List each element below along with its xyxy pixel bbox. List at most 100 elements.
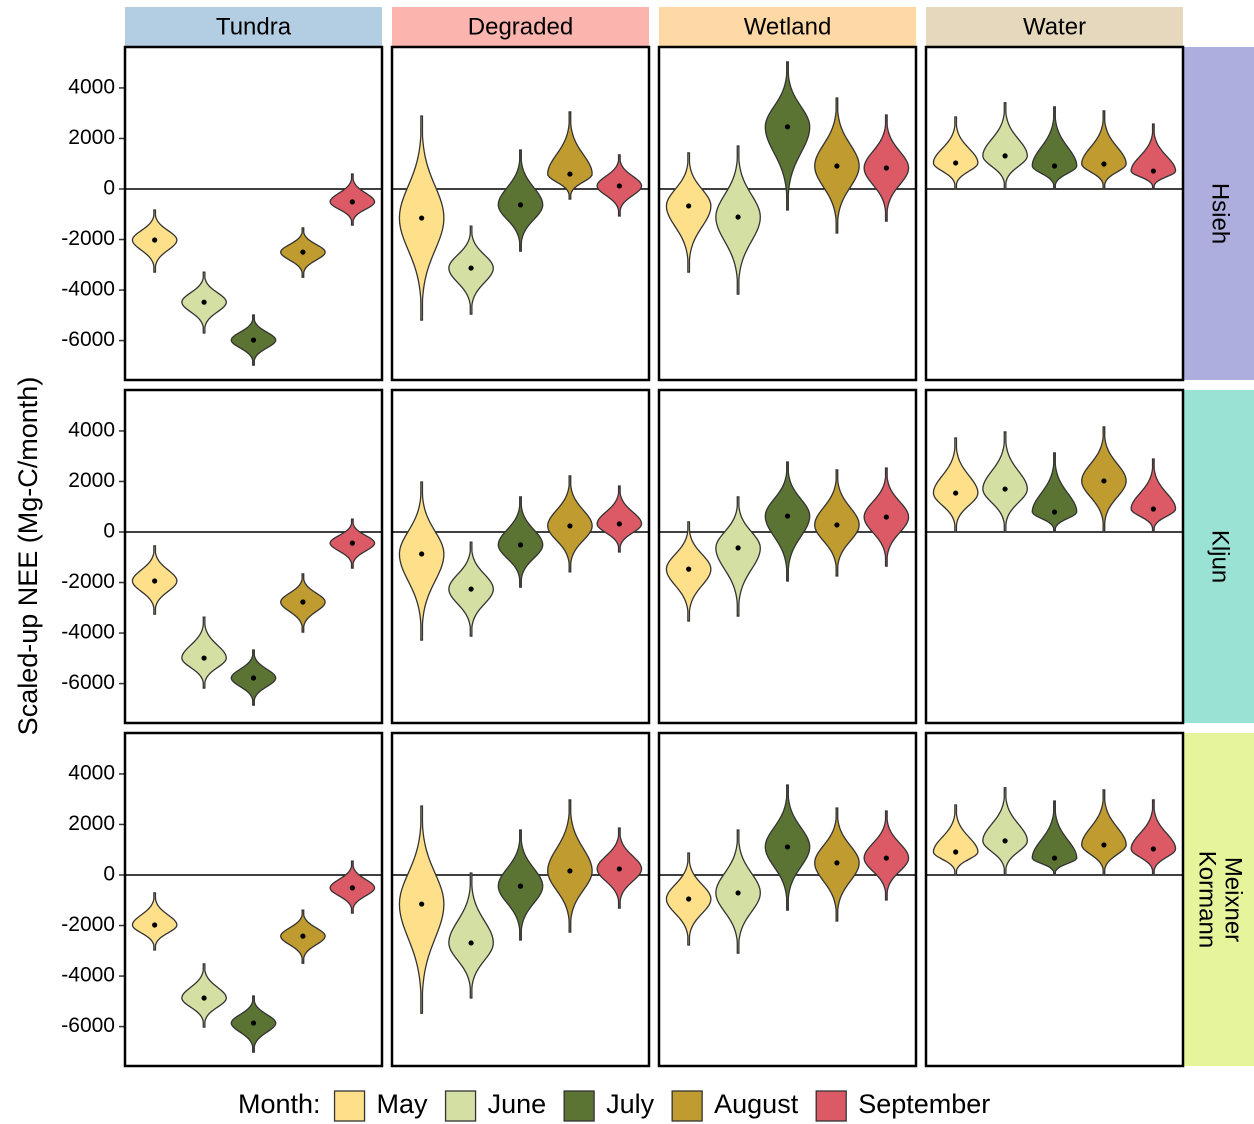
median-dot	[250, 1020, 257, 1026]
panel-border	[924, 731, 1185, 1068]
legend-label: July	[606, 1089, 655, 1119]
median-dot	[1051, 855, 1058, 861]
y-tick-label: -4000	[61, 621, 115, 644]
violin	[497, 149, 544, 252]
y-tick-label: -4000	[61, 278, 115, 301]
median-dot	[735, 214, 741, 220]
median-dot	[567, 523, 573, 529]
panel-border	[390, 731, 651, 1068]
median-dot	[300, 933, 306, 939]
legend-label: September	[858, 1089, 990, 1119]
panel-border	[657, 388, 918, 725]
median-dot	[1002, 486, 1008, 492]
legend-title: Month:	[238, 1089, 321, 1119]
violin	[932, 804, 979, 876]
panel	[924, 45, 1185, 382]
y-tick-label: -2000	[61, 570, 115, 593]
panel-background	[926, 733, 1183, 1066]
row-strip	[1184, 47, 1254, 380]
legend-label: August	[714, 1089, 799, 1119]
median-dot	[250, 337, 257, 343]
y-tick-label: 0	[103, 863, 115, 886]
median-dot	[616, 183, 622, 189]
y-tick-label: 0	[103, 520, 115, 543]
row-strip-label: Kormann	[1194, 851, 1221, 948]
violin	[1031, 452, 1078, 533]
y-tick-label: 4000	[68, 418, 115, 441]
panel-background	[926, 390, 1183, 723]
column-strip-label: Water	[1023, 13, 1086, 40]
median-dot	[300, 599, 306, 605]
violin	[497, 496, 544, 588]
violin	[715, 145, 761, 295]
violin	[1081, 789, 1127, 876]
violin	[715, 496, 761, 617]
median-dot	[349, 540, 355, 546]
panel	[657, 45, 918, 382]
y-tick-label: 0	[103, 177, 115, 200]
violin	[665, 152, 712, 273]
median-dot	[300, 249, 306, 255]
panel-border	[123, 45, 384, 382]
panel	[924, 388, 1185, 725]
median-dot	[1150, 506, 1156, 512]
column-strip-label: Degraded	[468, 13, 573, 40]
legend-swatch	[671, 1090, 703, 1122]
median-dot	[152, 237, 158, 243]
median-dot	[468, 265, 474, 271]
median-dot	[834, 860, 840, 866]
column-strip	[392, 7, 649, 46]
median-dot	[349, 199, 355, 205]
violin	[764, 61, 811, 211]
y-tick-label: 4000	[68, 75, 115, 98]
median-dot	[1002, 838, 1008, 844]
violin	[932, 116, 979, 190]
median-dot	[686, 896, 692, 902]
row-strip	[1184, 390, 1254, 723]
y-tick-label: 4000	[68, 761, 115, 784]
panel-border	[123, 731, 384, 1068]
median-dot	[834, 163, 840, 169]
median-dot	[686, 566, 692, 572]
median-dot	[1150, 846, 1156, 852]
median-dot	[883, 855, 889, 861]
median-dot	[419, 215, 425, 221]
y-tick-label: -2000	[61, 227, 115, 250]
median-dot	[201, 995, 207, 1001]
panel-border	[390, 45, 651, 382]
violin	[181, 616, 227, 689]
median-dot	[152, 922, 158, 928]
violin	[398, 805, 445, 1014]
legend-swatch	[563, 1090, 595, 1122]
median-dot	[201, 655, 207, 661]
legend-swatch	[444, 1090, 477, 1122]
column-strip	[125, 7, 382, 46]
violin	[1130, 123, 1177, 190]
legend-swatch	[333, 1090, 366, 1122]
violin	[1081, 110, 1127, 190]
y-tick-label: 2000	[68, 469, 115, 492]
y-tick-label: -2000	[61, 913, 115, 936]
median-dot	[201, 299, 207, 305]
median-dot	[1101, 478, 1107, 484]
y-axis-label: Scaled-up NEE (Mg-C/month)	[13, 377, 43, 736]
column-strip-label: Wetland	[744, 13, 832, 40]
median-dot	[250, 675, 257, 681]
legend-swatch	[815, 1090, 847, 1122]
violin	[547, 111, 593, 200]
median-dot	[1002, 153, 1008, 159]
median-dot	[1051, 163, 1058, 169]
median-dot	[834, 522, 840, 528]
median-dot	[686, 203, 692, 209]
median-dot	[517, 202, 524, 208]
panel	[924, 731, 1185, 1068]
violin	[982, 102, 1028, 190]
legend-label: June	[488, 1089, 547, 1119]
row-strip	[1184, 733, 1254, 1066]
median-dot	[883, 514, 889, 520]
column-strip	[926, 7, 1183, 46]
row-strip-label: Hsieh	[1207, 183, 1234, 244]
median-dot	[567, 171, 573, 177]
median-dot	[1101, 842, 1107, 848]
